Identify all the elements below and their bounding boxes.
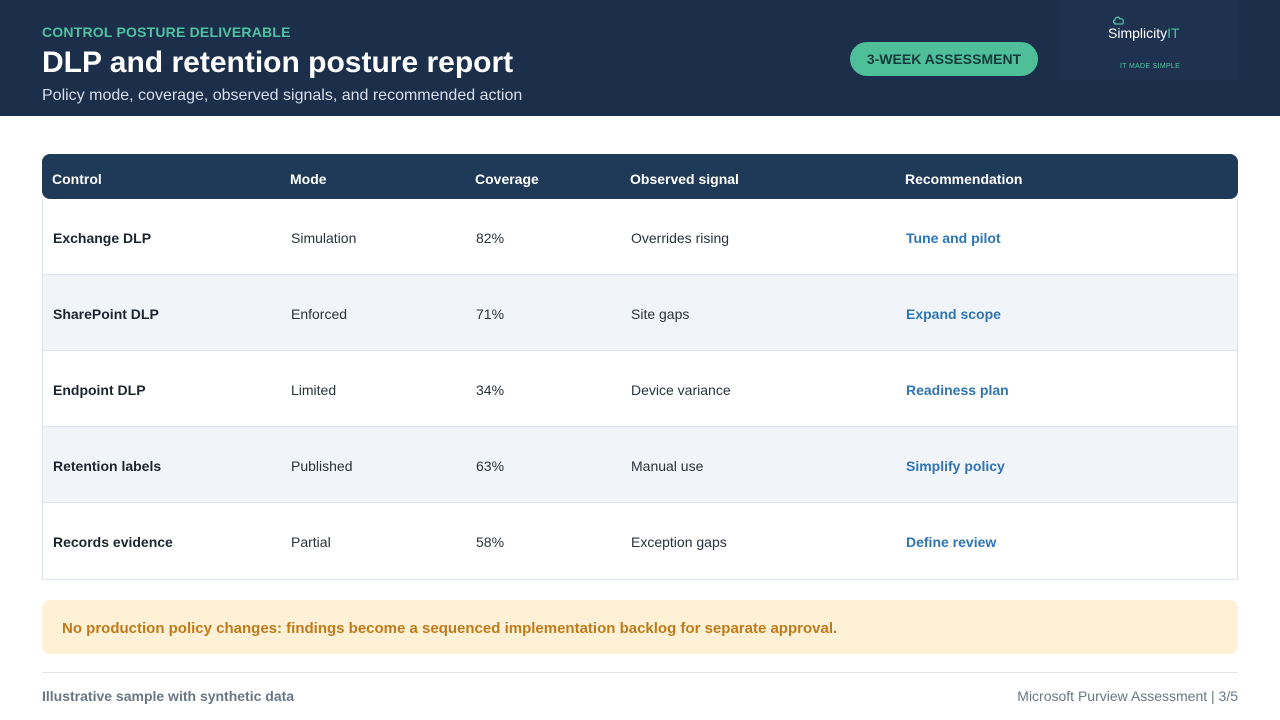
- cell-control: Endpoint DLP: [53, 382, 146, 398]
- logo-tagline: IT MADE SIMPLE: [1120, 63, 1181, 70]
- cell-mode: Limited: [291, 382, 337, 398]
- logo-word-accent: IT: [1167, 25, 1180, 41]
- table-row: Retention labels Published 63% Manual us…: [43, 427, 1237, 503]
- assessment-badge: 3-WEEK ASSESSMENT: [850, 42, 1038, 76]
- cell-mode: Published: [291, 458, 353, 474]
- table-header: Control Mode Coverage Observed signal Re…: [42, 154, 1238, 199]
- table-row: Exchange DLP Simulation 82% Overrides ri…: [43, 199, 1237, 275]
- footer-divider: [42, 672, 1238, 673]
- cell-control: Retention labels: [53, 458, 162, 474]
- header-banner: CONTROL POSTURE DELIVERABLE DLP and rete…: [0, 0, 1280, 116]
- cell-control: SharePoint DLP: [53, 306, 159, 322]
- cell-mode: Enforced: [291, 306, 348, 322]
- cell-signal: Site gaps: [631, 306, 690, 322]
- cell-coverage: 34%: [476, 382, 505, 398]
- cell-coverage: 58%: [476, 534, 505, 550]
- callout-text: No production policy changes: findings b…: [62, 620, 838, 637]
- cell-signal: Exception gaps: [631, 534, 727, 550]
- cell-recommendation: Expand scope: [906, 306, 1001, 322]
- column-header-control: Control: [52, 171, 102, 187]
- cell-recommendation: Define review: [906, 534, 997, 550]
- cell-mode: Simulation: [291, 230, 357, 246]
- logo: SimplicityIT IT MADE SIMPLE: [1062, 0, 1238, 80]
- footer-page-info: Microsoft Purview Assessment | 3/5: [1017, 688, 1238, 704]
- column-header-coverage: Coverage: [475, 171, 539, 187]
- cell-coverage: 63%: [476, 458, 505, 474]
- table-row: SharePoint DLP Enforced 71% Site gaps Ex…: [43, 275, 1237, 351]
- logo-wordmark: SimplicityIT: [1108, 25, 1180, 41]
- table-row: Endpoint DLP Limited 34% Device variance…: [43, 351, 1237, 427]
- cell-coverage: 71%: [476, 306, 505, 322]
- cloud-icon: [1112, 16, 1125, 25]
- footer-disclaimer: Illustrative sample with synthetic data: [42, 688, 295, 704]
- table-body: Exchange DLP Simulation 82% Overrides ri…: [42, 199, 1238, 580]
- callout-note: No production policy changes: findings b…: [42, 600, 1238, 654]
- cell-control: Exchange DLP: [53, 230, 152, 246]
- cell-signal: Device variance: [631, 382, 731, 398]
- table-row: Records evidence Partial 58% Exception g…: [43, 503, 1237, 579]
- eyebrow-label: CONTROL POSTURE DELIVERABLE: [42, 24, 291, 40]
- cell-recommendation: Tune and pilot: [906, 230, 1001, 246]
- page-title: DLP and retention posture report: [42, 46, 514, 79]
- cell-mode: Partial: [291, 534, 331, 550]
- posture-table: Control Mode Coverage Observed signal Re…: [42, 154, 1238, 580]
- cell-signal: Manual use: [631, 458, 704, 474]
- cell-recommendation: Simplify policy: [906, 458, 1005, 474]
- column-header-mode: Mode: [290, 171, 327, 187]
- cell-coverage: 82%: [476, 230, 505, 246]
- page-subtitle: Policy mode, coverage, observed signals,…: [42, 87, 523, 104]
- cell-recommendation: Readiness plan: [906, 382, 1009, 398]
- column-header-signal: Observed signal: [630, 171, 739, 187]
- cell-signal: Overrides rising: [631, 230, 730, 246]
- logo-word-main: Simplicity: [1108, 25, 1168, 41]
- cell-control: Records evidence: [53, 534, 173, 550]
- column-header-recommendation: Recommendation: [905, 171, 1023, 187]
